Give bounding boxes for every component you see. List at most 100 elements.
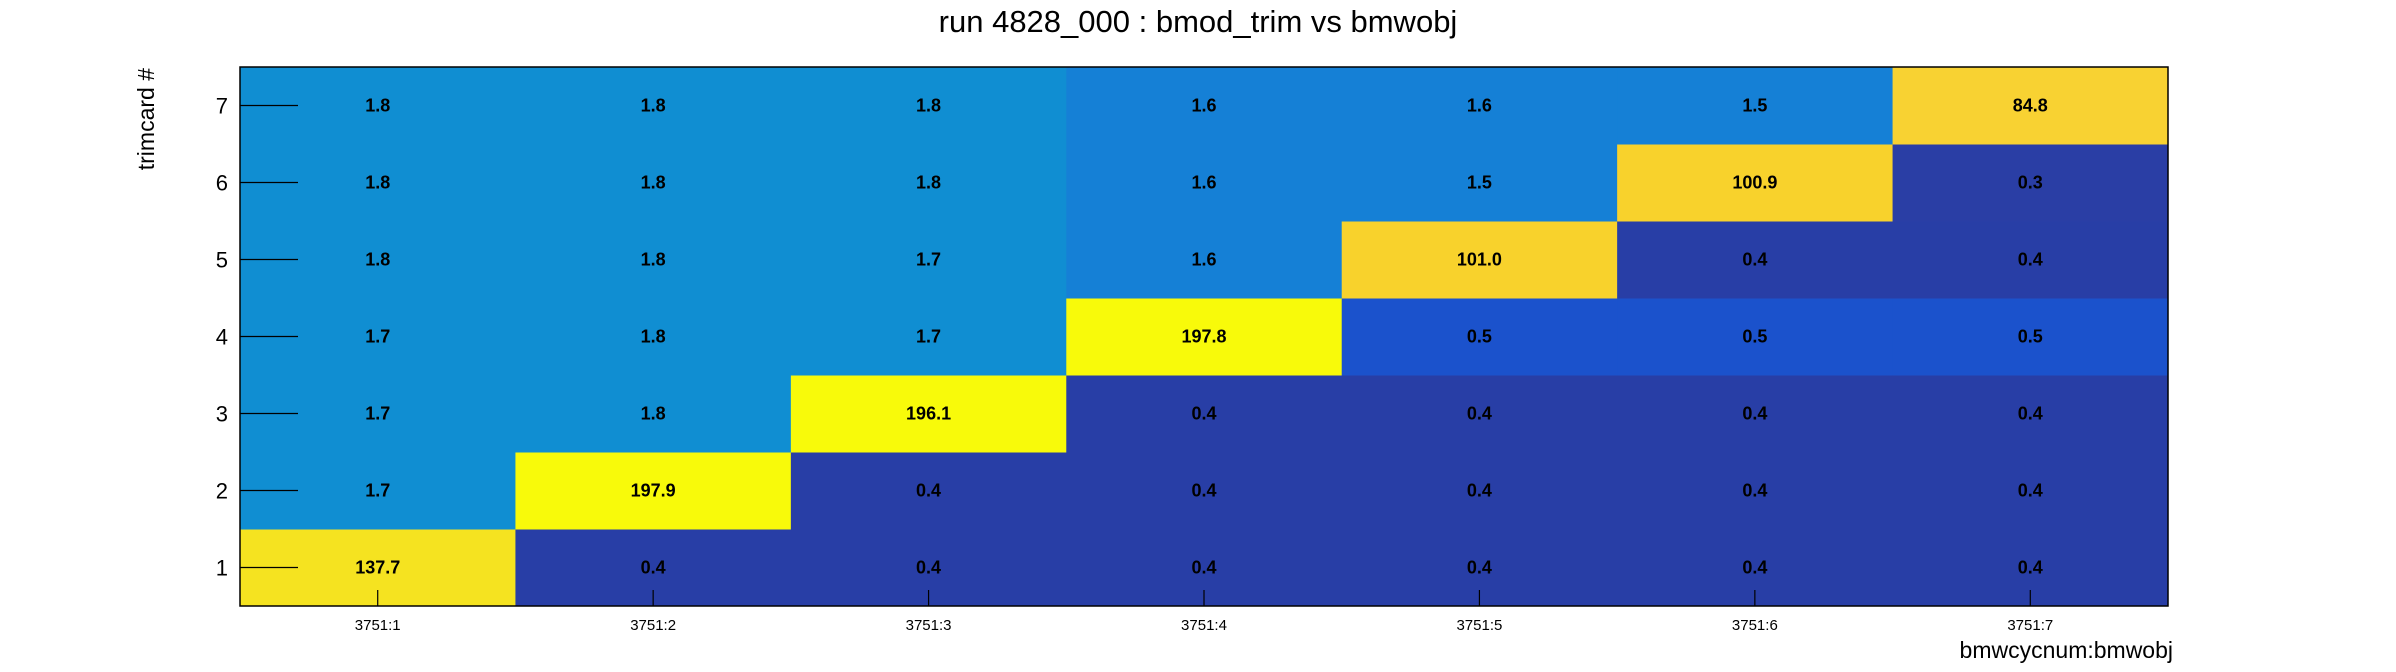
heatmap-cell [1617,144,1894,222]
heatmap-cell [1066,144,1343,222]
cell-value-label: 1.8 [641,250,666,270]
y-tick-label: 3 [216,402,228,427]
heatmap-cell [1066,298,1343,376]
x-tick-label: 3751:7 [2007,617,2053,634]
heatmap-cell [1341,67,1618,145]
cell-value-label: 1.7 [365,481,390,501]
cell-value-label: 84.8 [2013,96,2048,116]
cell-value-label: 0.4 [1742,558,1767,578]
cell-value-label: 137.7 [355,558,400,578]
heatmap-cell [790,452,1067,530]
cell-value-label: 1.8 [916,173,941,193]
heatmap-cell [1617,298,1894,376]
heatmap-cell [1892,298,2169,376]
heatmap-cell [1341,144,1618,222]
heatmap-cell [1341,298,1618,376]
cell-value-label: 1.5 [1742,96,1767,116]
cell-value-label: 0.4 [1742,481,1767,501]
chart-title: run 4828_000 : bmod_trim vs bmwobj [939,4,1458,39]
heatmap-cell [1341,221,1618,299]
cell-value-label: 0.4 [1742,250,1767,270]
cell-value-label: 1.8 [916,96,941,116]
cell-value-label: 196.1 [906,404,951,424]
heatmap-cell [1892,221,2169,299]
heatmap-cell [1066,67,1343,145]
heatmap-cell [515,452,792,530]
cell-value-label: 0.4 [2018,250,2043,270]
heatmap-cell [1617,375,1894,453]
cell-value-label: 1.7 [916,250,941,270]
y-tick-label: 1 [216,556,228,581]
y-tick-label: 6 [216,171,228,196]
x-tick-label: 3751:1 [355,617,401,634]
x-tick-label: 3751:3 [906,617,952,634]
cell-value-label: 1.8 [641,404,666,424]
heatmap-cell [515,375,792,453]
cell-value-label: 1.8 [641,327,666,347]
cell-value-label: 1.6 [1467,96,1492,116]
heatmap-cell [1066,221,1343,299]
cell-value-label: 0.4 [1742,404,1767,424]
cell-value-label: 0.4 [1191,404,1216,424]
heatmap-cell [515,144,792,222]
cell-value-label: 0.4 [2018,558,2043,578]
heatmap-cell [1617,452,1894,530]
heatmap-cell [1066,452,1343,530]
heatmap-cell-labels: 137.7 0.4 0.4 0.4 0.4 0.4 0.4 1.7 197.9 0.4 0.4 0.4… [355,96,2048,578]
x-axis-title: bmwcycnum:bmwobj [1960,637,2173,663]
cell-value-label: 1.8 [641,96,666,116]
heatmap-cell [1892,67,2169,145]
cell-value-label: 0.4 [2018,404,2043,424]
heatmap-cell [515,67,792,145]
cell-value-label: 1.7 [365,327,390,347]
cell-value-label: 1.7 [365,404,390,424]
heatmap-cell [1892,452,2169,530]
cell-value-label: 197.9 [631,481,676,501]
cell-value-label: 1.6 [1191,250,1216,270]
x-tick-label: 3751:5 [1456,617,1502,634]
heatmap-cells [240,67,2169,607]
heatmap-cell [1617,221,1894,299]
cell-value-label: 0.4 [1467,404,1492,424]
heatmap-cell [790,375,1067,453]
cell-value-label: 100.9 [1732,173,1777,193]
heatmap-cell [790,144,1067,222]
heatmap-cell [1341,452,1618,530]
y-tick-label: 4 [216,325,228,350]
cell-value-label: 1.5 [1467,173,1492,193]
cell-value-label: 0.4 [916,481,941,501]
cell-value-label: 1.8 [365,250,390,270]
heatmap-cell [515,298,792,376]
heatmap-cell [790,221,1067,299]
cell-value-label: 0.4 [2018,481,2043,501]
cell-value-label: 0.4 [1467,558,1492,578]
cell-value-label: 0.4 [1191,558,1216,578]
cell-value-label: 1.8 [365,173,390,193]
cell-value-label: 1.8 [641,173,666,193]
y-tick-label: 5 [216,248,228,273]
heatmap-cell [1341,375,1618,453]
heatmap-cell [515,221,792,299]
y-tick-label: 2 [216,479,228,504]
cell-value-label: 0.5 [1467,327,1492,347]
cell-value-label: 0.5 [1742,327,1767,347]
cell-value-label: 1.8 [365,96,390,116]
cell-value-label: 1.6 [1191,96,1216,116]
cell-value-label: 0.4 [1191,481,1216,501]
cell-value-label: 0.5 [2018,327,2043,347]
axes: 1 2 3 4 5 6 7 3751:1 3751:2 3751:3 3751:4 3751:5 375… [216,66,2169,634]
cell-value-label: 0.3 [2018,173,2043,193]
heatmap-cell [1617,67,1894,145]
x-tick-label: 3751:4 [1181,617,1227,634]
cell-value-label: 1.6 [1191,173,1216,193]
heatmap-cell [790,298,1067,376]
heatmap-cell [1892,144,2169,222]
x-tick-label: 3751:6 [1732,617,1778,634]
heatmap-cell [1892,375,2169,453]
cell-value-label: 101.0 [1457,250,1502,270]
x-tick-label: 3751:2 [630,617,676,634]
heatmap-cell [790,67,1067,145]
cell-value-label: 0.4 [916,558,941,578]
cell-value-label: 197.8 [1181,327,1226,347]
